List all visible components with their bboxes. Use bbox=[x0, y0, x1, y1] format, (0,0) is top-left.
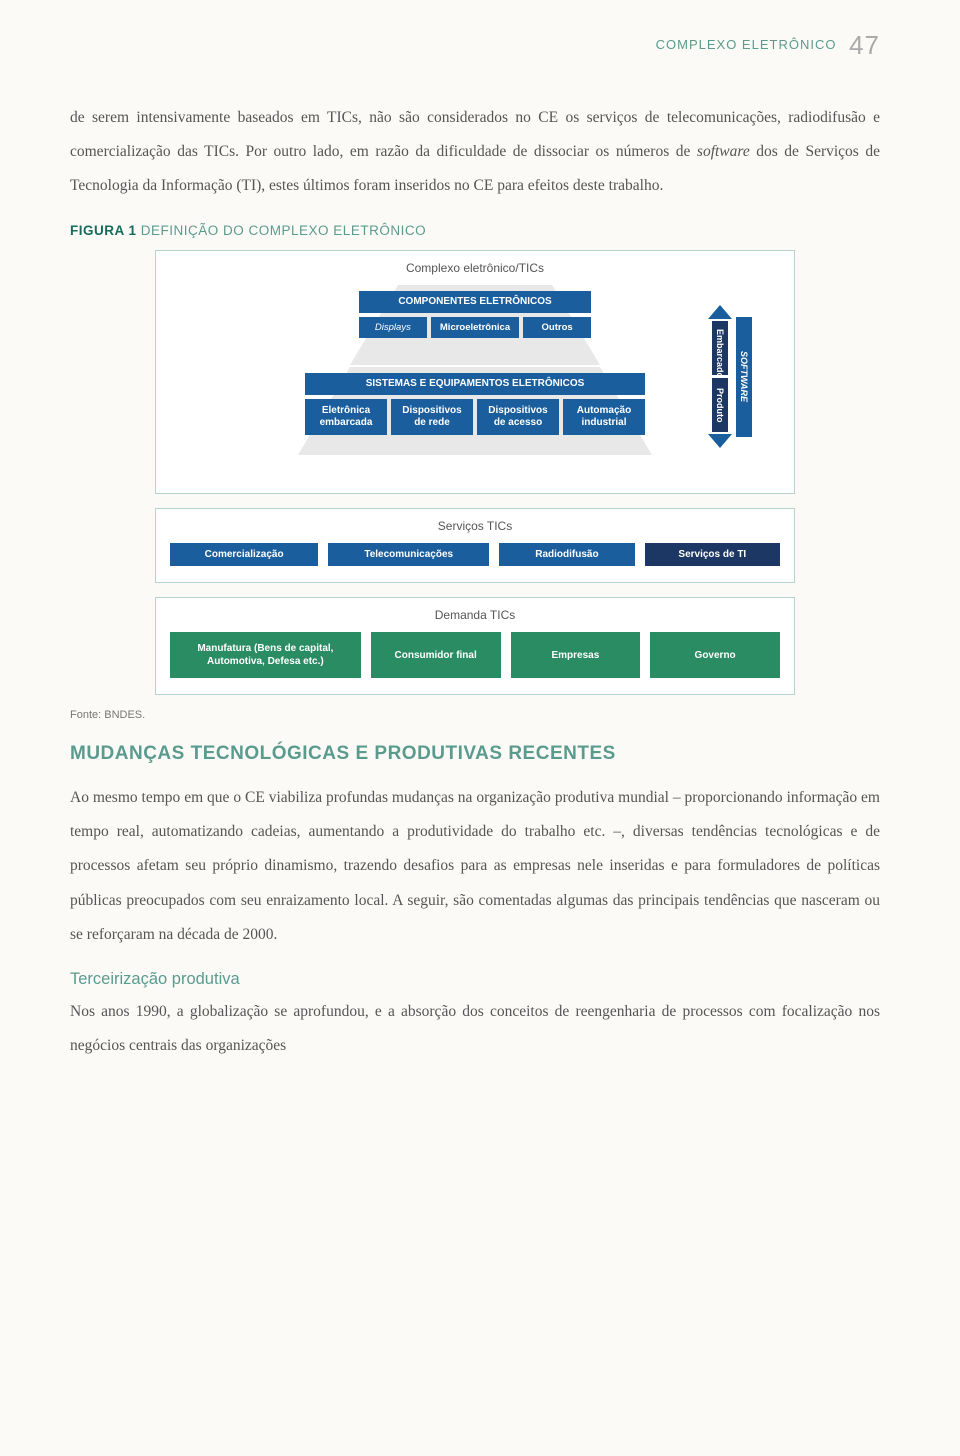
sist-embarcada: Eletrônica embarcada bbox=[305, 399, 387, 435]
page-number: 47 bbox=[849, 30, 880, 60]
serv-radio: Radiodifusão bbox=[499, 543, 634, 566]
comp-outros: Outros bbox=[523, 317, 591, 338]
paragraph-1: de serem intensivamente baseados em TICs… bbox=[70, 101, 880, 203]
figure-title: FIGURA 1 DEFINIÇÃO DO COMPLEXO ELETRÔNIC… bbox=[70, 223, 880, 238]
panel-demanda: Demanda TICs Manufatura (Bens de capital… bbox=[155, 597, 795, 695]
paragraph-3: Nos anos 1990, a globalização se aprofun… bbox=[70, 995, 880, 1063]
panel2-title: Serviços TICs bbox=[170, 519, 780, 533]
paragraph-2: Ao mesmo tempo em que o CE viabiliza pro… bbox=[70, 781, 880, 951]
dem-governo: Governo bbox=[650, 632, 780, 678]
section-title: MUDANÇAS TECNOLÓGICAS E PRODUTIVAS RECEN… bbox=[70, 743, 880, 765]
serv-ti: Serviços de TI bbox=[645, 543, 780, 566]
software-column: Embarcado Produto SOFTWARE bbox=[708, 305, 752, 448]
trapezoid: COMPONENTES ELETRÔNICOS Displays Microel… bbox=[170, 285, 780, 475]
panel3-title: Demanda TICs bbox=[170, 608, 780, 622]
arrow-up-icon bbox=[708, 305, 732, 319]
sw-embarcado: Embarcado bbox=[712, 321, 728, 375]
panel-complexo: Complexo eletrônico/TICs COMPONENTES ELE… bbox=[155, 250, 795, 494]
sw-software: SOFTWARE bbox=[736, 317, 752, 437]
figure-name: DEFINIÇÃO DO COMPLEXO ELETRÔNICO bbox=[141, 223, 426, 238]
sist-rede: Dispositivos de rede bbox=[391, 399, 473, 435]
comp-micro: Microeletrônica bbox=[431, 317, 519, 338]
header-label: COMPLEXO ELETRÔNICO bbox=[656, 37, 837, 52]
p1-italic: software bbox=[697, 143, 750, 160]
figure-label: FIGURA 1 bbox=[70, 223, 137, 238]
sist-acesso: Dispositivos de acesso bbox=[477, 399, 559, 435]
subsection-title: Terceirização produtiva bbox=[70, 970, 880, 989]
dem-consumidor: Consumidor final bbox=[371, 632, 501, 678]
page-header: COMPLEXO ELETRÔNICO 47 bbox=[70, 30, 880, 61]
serv-telecom: Telecomunicações bbox=[328, 543, 489, 566]
comp-displays: Displays bbox=[359, 317, 427, 338]
dem-manufatura: Manufatura (Bens de capital, Automotiva,… bbox=[170, 632, 361, 678]
sist-header: SISTEMAS E EQUIPAMENTOS ELETRÔNICOS bbox=[305, 373, 645, 395]
sist-automacao: Automação industrial bbox=[563, 399, 645, 435]
dem-empresas: Empresas bbox=[511, 632, 641, 678]
arrow-down-icon bbox=[708, 434, 732, 448]
diagram: Complexo eletrônico/TICs COMPONENTES ELE… bbox=[155, 250, 795, 695]
serv-comercializacao: Comercialização bbox=[170, 543, 318, 566]
comp-header: COMPONENTES ELETRÔNICOS bbox=[359, 291, 591, 313]
figure-source: Fonte: BNDES. bbox=[70, 709, 880, 721]
panel1-title: Complexo eletrônico/TICs bbox=[170, 261, 780, 275]
panel-servicos: Serviços TICs Comercialização Telecomuni… bbox=[155, 508, 795, 583]
sw-produto: Produto bbox=[712, 378, 728, 432]
